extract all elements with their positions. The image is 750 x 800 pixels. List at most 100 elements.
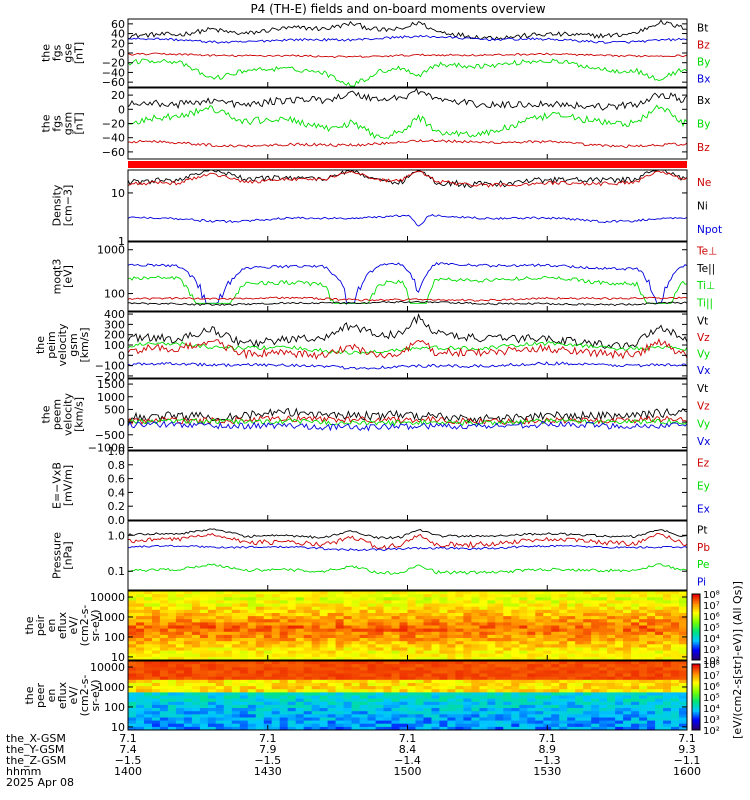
spectrogram-cell [591, 726, 600, 730]
legend-label: Vy [697, 418, 710, 430]
spectrogram-cell [471, 673, 480, 678]
spectrogram-cell [495, 638, 504, 642]
spectrogram-cell [423, 609, 433, 614]
spectrogram-cell [535, 656, 544, 660]
spectrogram-cell [407, 723, 417, 728]
spectrogram-cell [535, 686, 544, 690]
spectrogram-cell [447, 638, 456, 642]
spectrogram-cell [487, 661, 496, 665]
spectrogram-cell [583, 692, 592, 697]
spectrogram-cell [583, 653, 592, 658]
spectrogram-cell [383, 701, 393, 706]
spectrogram-cell [183, 701, 193, 706]
spectrogram-cell [415, 667, 425, 671]
spectrogram-cell [591, 653, 600, 658]
spectrogram-cell [279, 717, 289, 722]
spectrogram-cell [327, 720, 337, 725]
spectrogram-cell [327, 717, 337, 722]
spectrogram-cell [207, 594, 217, 598]
spectrogram-cell [575, 647, 584, 652]
spectrogram-cell [599, 701, 608, 706]
spectrogram-cell [639, 650, 648, 655]
spectrogram-cell [144, 653, 153, 658]
spectrogram-cell [567, 619, 576, 623]
spectrogram-cell [144, 679, 153, 684]
colorbar-cell [692, 645, 700, 648]
spectrogram-cell [367, 667, 377, 671]
spectrogram-cell [223, 613, 233, 617]
spectrogram-cell [215, 641, 225, 645]
spectrogram-cell [199, 622, 209, 627]
spectrogram-cell [215, 600, 225, 605]
spectrogram-cell [495, 717, 504, 722]
spectrogram-cell [255, 676, 265, 681]
spectrogram-cell [551, 661, 560, 665]
spectrogram-cell [144, 664, 153, 668]
series-line-Vt [128, 313, 687, 350]
spectrogram-cell [407, 603, 417, 608]
spectrogram-cell [495, 692, 504, 697]
legend-label: Vt [697, 383, 708, 395]
spectrogram-cell [575, 628, 584, 633]
panel-plot-area [128, 313, 687, 370]
spectrogram-cell [359, 619, 369, 623]
spectrogram-cell [559, 616, 568, 620]
colorbar-cell [692, 669, 700, 672]
spectrogram-cell [423, 631, 433, 636]
spectrogram-cell [359, 683, 369, 687]
spectrogram-cell [463, 714, 472, 718]
spectrogram-cell [423, 686, 433, 690]
spectrogram-cell [359, 594, 369, 598]
y-axis-label: eV/ [67, 616, 80, 634]
spectrogram-cell [152, 661, 161, 665]
spectrogram-cell [503, 619, 512, 623]
spectrogram-cell [503, 670, 512, 675]
spectrogram-cell [247, 683, 257, 687]
spectrogram-cell [439, 597, 448, 601]
spectrogram-cell [439, 641, 448, 645]
spectrogram-cell [471, 689, 480, 693]
spectrogram-cell [343, 594, 353, 598]
spectrogram-cell [567, 711, 576, 715]
spectrogram-cell [239, 714, 249, 718]
spectrogram-cell [671, 717, 680, 722]
spectrogram-cell [559, 720, 568, 725]
spectrogram-cell [431, 667, 441, 671]
spectrogram-cell [191, 653, 201, 658]
spectrogram-cell [439, 698, 448, 703]
spectrogram-cell [415, 664, 425, 668]
spectrogram-cell [519, 698, 528, 703]
spectrogram-cell [303, 600, 313, 605]
spectrogram-cell [503, 714, 512, 718]
spectrogram-cell [663, 711, 672, 715]
spectrogram-cell [399, 676, 409, 681]
spectrogram-cell [239, 613, 249, 617]
spectrogram-cell [543, 638, 552, 642]
spectrogram-cell [543, 631, 552, 636]
spectrogram-cell [167, 683, 177, 687]
spectrogram-cell [559, 600, 568, 605]
spectrogram-cell [343, 600, 353, 605]
colorbar-cell [692, 702, 700, 705]
spectrogram-cell [183, 695, 193, 700]
spectrogram-cell [519, 653, 528, 658]
spectrogram-cell [191, 606, 201, 611]
spectrogram-cell [615, 686, 624, 690]
spectrogram-cell [231, 647, 241, 652]
colorbar-cell [692, 612, 700, 615]
spectrogram-cell [367, 656, 377, 660]
spectrogram-cell [607, 664, 616, 668]
spectrogram-cell [391, 689, 401, 693]
spectrogram-cell [287, 597, 297, 601]
spectrogram-cell [407, 720, 417, 725]
spectrogram-cell [128, 647, 137, 652]
colorbar-cell [692, 643, 700, 646]
spectrogram-cell [199, 698, 209, 703]
spectrogram-cell [655, 701, 664, 706]
spectrogram-cell [343, 689, 353, 693]
spectrogram-cell [303, 708, 313, 712]
spectrogram-cell [479, 606, 488, 611]
spectrogram-cell [479, 704, 488, 709]
spectrogram-cell [535, 664, 544, 668]
spectrogram-cell [359, 616, 369, 620]
